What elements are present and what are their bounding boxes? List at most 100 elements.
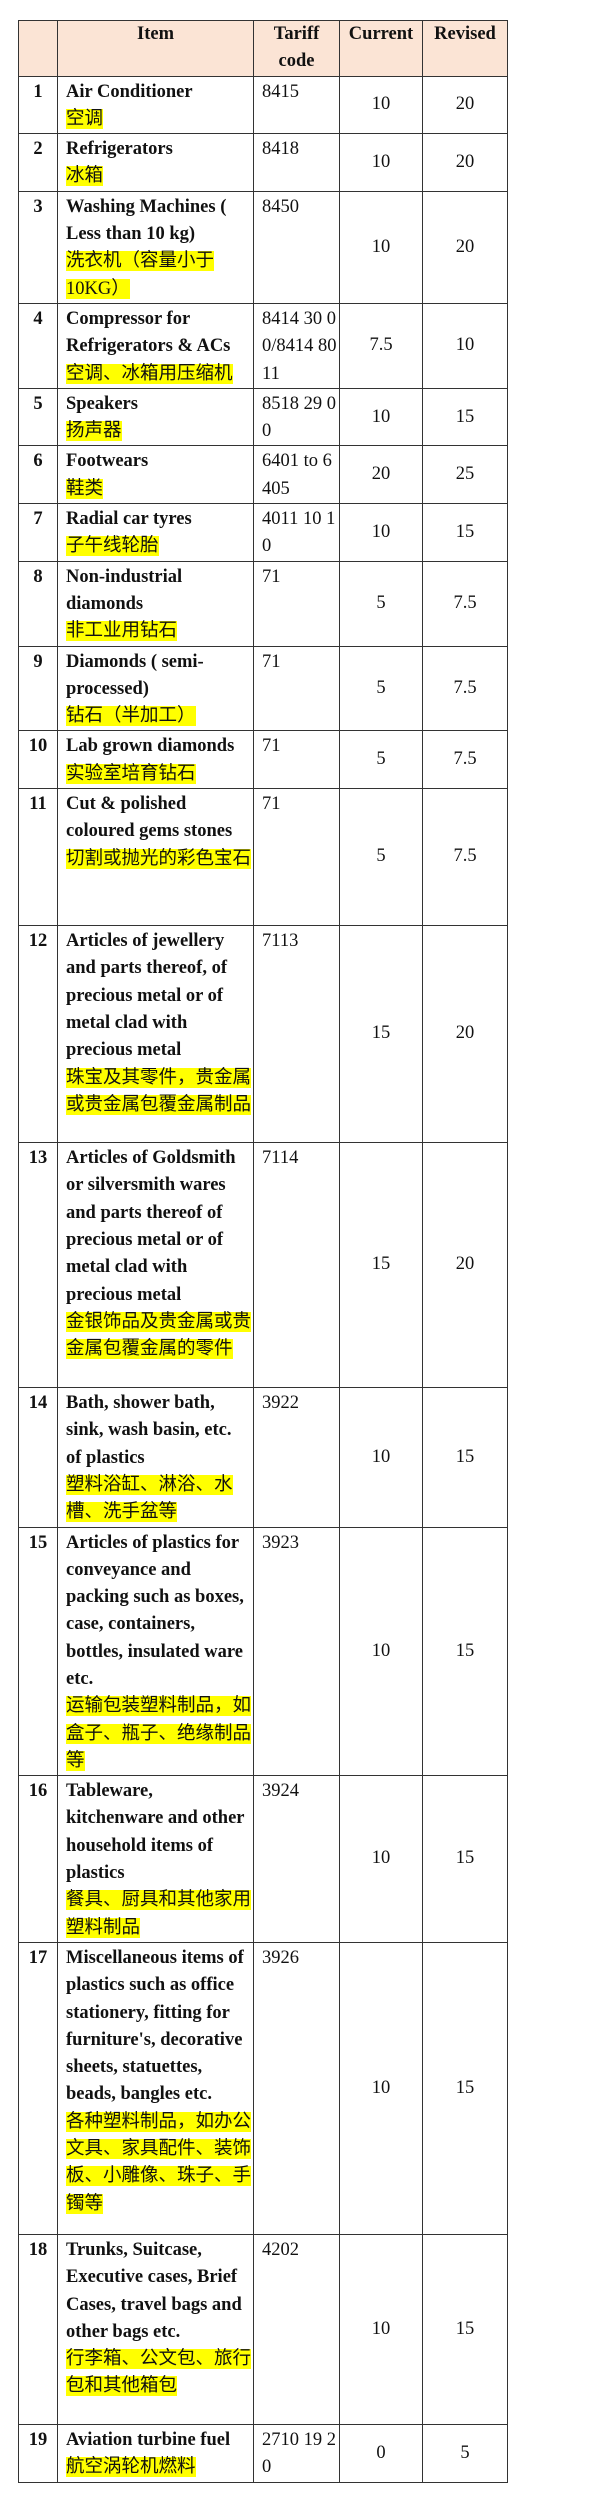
revised-rate: 15	[422, 503, 508, 562]
current-rate: 10	[339, 1387, 423, 1528]
tariff-code: 3926	[253, 1941, 340, 2235]
item-name-zh: 航空涡轮机燃料	[66, 2457, 196, 2478]
table-row: 6 Footwears 鞋类 6401 to 6405 20 25	[18, 445, 508, 505]
table-row: 8 Non-industrial diamonds 非工业用钻石 71 5 7.5	[18, 560, 508, 647]
item-name-zh: 冰箱	[66, 166, 104, 187]
revised-rate: 20	[422, 925, 508, 1144]
item-cell: Non-industrial diamonds 非工业用钻石	[57, 560, 254, 647]
item-name-en: Washing Machines ( Less than 10 kg)	[66, 196, 227, 245]
row-number: 14	[18, 1387, 58, 1528]
tariff-code: 3923	[253, 1526, 340, 1777]
revised-rate: 5	[422, 2423, 508, 2483]
row-number: 9	[18, 645, 58, 732]
table-row: 10 Lab grown diamonds 实验室培育钻石 71 5 7.5	[18, 730, 508, 790]
item-cell: Speakers 扬声器	[57, 387, 254, 447]
row-number: 1	[18, 75, 58, 135]
table-row: 12 Articles of jewellery and parts thereo…	[18, 925, 508, 1144]
row-number: 6	[18, 445, 58, 505]
current-rate: 10	[339, 1775, 423, 1943]
row-number: 15	[18, 1526, 58, 1777]
current-rate: 5	[339, 730, 423, 790]
tariff-code: 71	[253, 645, 340, 732]
item-name-en: Bath, shower bath, sink, wash basin, etc…	[66, 1393, 232, 1468]
header-revised: Revised	[422, 20, 508, 77]
row-number: 4	[18, 302, 58, 389]
item-cell: Air Conditioner 空调	[57, 75, 254, 135]
current-rate: 10	[339, 387, 423, 447]
table-row: 18 Trunks, Suitcase, Executive cases, Bri…	[18, 2233, 508, 2425]
item-name-en: Articles of plastics for conveyance and …	[66, 1532, 244, 1689]
revised-rate: 20	[422, 190, 508, 304]
item-name-en: Air Conditioner	[66, 81, 193, 102]
revised-rate: 15	[422, 1387, 508, 1528]
revised-rate: 7.5	[422, 788, 508, 927]
revised-rate: 7.5	[422, 560, 508, 647]
row-number: 2	[18, 133, 58, 192]
item-name-en: Compressor for Refrigerators & ACs	[66, 308, 231, 357]
tariff-code: 3922	[253, 1387, 340, 1528]
revised-rate: 15	[422, 1941, 508, 2235]
row-number: 16	[18, 1775, 58, 1943]
revised-rate: 20	[422, 133, 508, 192]
revised-rate: 15	[422, 1526, 508, 1777]
item-cell: Articles of jewellery and parts thereof,…	[57, 925, 254, 1144]
header-current: Current	[339, 20, 423, 77]
item-name-en: Diamonds ( semi-processed)	[66, 651, 204, 699]
item-cell: Washing Machines ( Less than 10 kg) 洗衣机（容…	[57, 190, 254, 304]
item-name-zh: 珠宝及其零件，贵金属或贵金属包覆金属制品	[66, 1067, 252, 1115]
revised-rate: 7.5	[422, 645, 508, 732]
current-rate: 7.5	[339, 302, 423, 389]
item-name-zh: 金银饰品及贵金属或贵金属包覆金属的零件	[66, 1311, 252, 1360]
row-number: 19	[18, 2423, 58, 2483]
item-cell: Compressor for Refrigerators & ACs 空调、冰箱用…	[57, 302, 254, 389]
item-name-en: Lab grown diamonds	[66, 736, 235, 757]
item-name-zh: 餐具、厨具和其他家用塑料制品	[66, 1890, 252, 1938]
current-rate: 5	[339, 645, 423, 732]
row-number: 12	[18, 925, 58, 1144]
revised-rate: 10	[422, 302, 508, 389]
revised-rate: 20	[422, 1142, 508, 1389]
table-row: 2 Refrigerators 冰箱 8418 10 20	[18, 133, 508, 192]
item-cell: Lab grown diamonds 实验室培育钻石	[57, 730, 254, 790]
table-row: 5 Speakers 扬声器 8518 29 00 10 15	[18, 387, 508, 447]
item-name-en: Articles of Goldsmith or silversmith war…	[66, 1148, 236, 1305]
revised-rate: 15	[422, 2233, 508, 2425]
tariff-code: 8518 29 00	[253, 387, 340, 447]
tariff-code: 8418	[253, 133, 340, 192]
tariff-code: 71	[253, 730, 340, 790]
item-name-zh: 鞋类	[66, 478, 104, 499]
item-cell: Refrigerators 冰箱	[57, 133, 254, 192]
current-rate: 0	[339, 2423, 423, 2483]
current-rate: 10	[339, 1941, 423, 2235]
table-row: 3 Washing Machines ( Less than 10 kg) 洗衣机（…	[18, 190, 508, 304]
item-cell: Miscellaneous items of plastics such as …	[57, 1941, 254, 2235]
item-name-en: Refrigerators	[66, 139, 173, 160]
row-number: 5	[18, 387, 58, 447]
item-name-en: Articles of jewellery and parts thereof,…	[66, 931, 228, 1061]
table-row: 19 Aviation turbine fuel 航空涡轮机燃料 2710 19 20…	[18, 2423, 508, 2483]
revised-rate: 7.5	[422, 730, 508, 790]
current-rate: 10	[339, 2233, 423, 2425]
row-number: 8	[18, 560, 58, 647]
current-rate: 10	[339, 190, 423, 304]
item-cell: Aviation turbine fuel 航空涡轮机燃料	[57, 2423, 254, 2483]
table-row: 4 Compressor for Refrigerators & ACs 空调、冰箱…	[18, 302, 508, 389]
tariff-code: 4202	[253, 2233, 340, 2425]
item-name-en: Speakers	[66, 393, 138, 414]
tariff-code: 8415	[253, 75, 340, 135]
item-name-zh: 塑料浴缸、淋浴、水槽、洗手盆等	[66, 1474, 233, 1523]
item-cell: Radial car tyres 子午线轮胎	[57, 503, 254, 562]
table-row: 16 Tableware, kitchenware and other house…	[18, 1775, 508, 1943]
item-cell: Articles of Goldsmith or silversmith war…	[57, 1142, 254, 1389]
item-name-en: Trunks, Suitcase, Executive cases, Brief…	[66, 2239, 242, 2342]
table-row: 11 Cut & polished coloured gems stones 切割或…	[18, 788, 508, 927]
item-name-zh: 切割或抛光的彩色宝石	[66, 848, 252, 869]
tariff-code: 8414 30 00/8414 80 11	[253, 302, 340, 389]
current-rate: 20	[339, 445, 423, 505]
current-rate: 10	[339, 133, 423, 192]
tariff-code: 8450	[253, 190, 340, 304]
table-row: 17 Miscellaneous items of plastics such a…	[18, 1941, 508, 2235]
current-rate: 15	[339, 925, 423, 1144]
tariff-code: 6401 to 6405	[253, 445, 340, 505]
current-rate: 10	[339, 1526, 423, 1777]
